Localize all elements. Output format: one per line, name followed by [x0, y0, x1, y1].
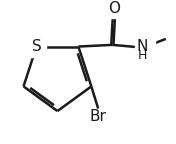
Text: N: N	[136, 39, 148, 54]
Text: Br: Br	[90, 109, 107, 124]
Text: H: H	[137, 49, 147, 62]
Text: O: O	[108, 1, 120, 16]
Text: S: S	[32, 39, 41, 54]
